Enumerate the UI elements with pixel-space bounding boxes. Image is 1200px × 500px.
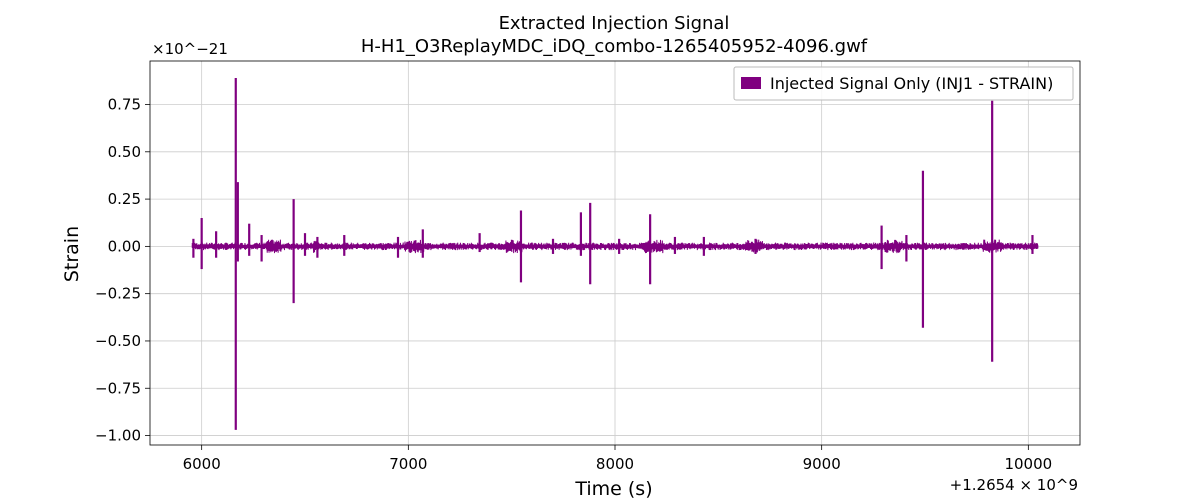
y-tick-label: −0.25 [95, 285, 141, 303]
y-exponent-label: ×10^−21 [152, 40, 228, 58]
x-tick-label: 7000 [389, 455, 427, 473]
x-tick-label: 10000 [1004, 455, 1052, 473]
y-tick-label: 0.75 [108, 96, 141, 114]
legend-box [733, 66, 1074, 101]
legend-swatch [741, 77, 761, 89]
x-axis-ticks: 6000 7000 8000 9000 10000 [183, 445, 1052, 473]
y-tick-label: 0.25 [108, 190, 141, 208]
x-offset-label: +1.2654 × 10^9 [950, 476, 1078, 494]
y-axis-label: Strain [61, 226, 83, 282]
x-axis-label: Time (s) [574, 478, 652, 500]
legend-label: Injected Signal Only (INJ1 - STRAIN) [770, 74, 1053, 93]
y-axis-ticks: 0.75 0.50 0.25 0.00 −0.25 −0.50 −0.75 −1.00 [95, 96, 150, 445]
y-tick-label: 0.50 [108, 143, 141, 161]
y-tick-label: −0.50 [95, 332, 141, 350]
chart-subtitle: H-H1_O3ReplayMDC_iDQ_combo-1265405952-40… [361, 36, 868, 57]
chart-title: Extracted Injection Signal [499, 13, 730, 34]
plot-series [191, 78, 1039, 430]
x-tick-label: 6000 [183, 455, 221, 473]
y-tick-label: −1.00 [95, 427, 141, 445]
legend: Injected Signal Only (INJ1 - STRAIN) [733, 66, 1074, 101]
y-tick-label: 0.00 [108, 237, 141, 255]
y-tick-label: −0.75 [95, 379, 141, 397]
grid-lines [150, 61, 1080, 445]
x-tick-label: 9000 [803, 455, 841, 473]
x-tick-label: 8000 [596, 455, 634, 473]
